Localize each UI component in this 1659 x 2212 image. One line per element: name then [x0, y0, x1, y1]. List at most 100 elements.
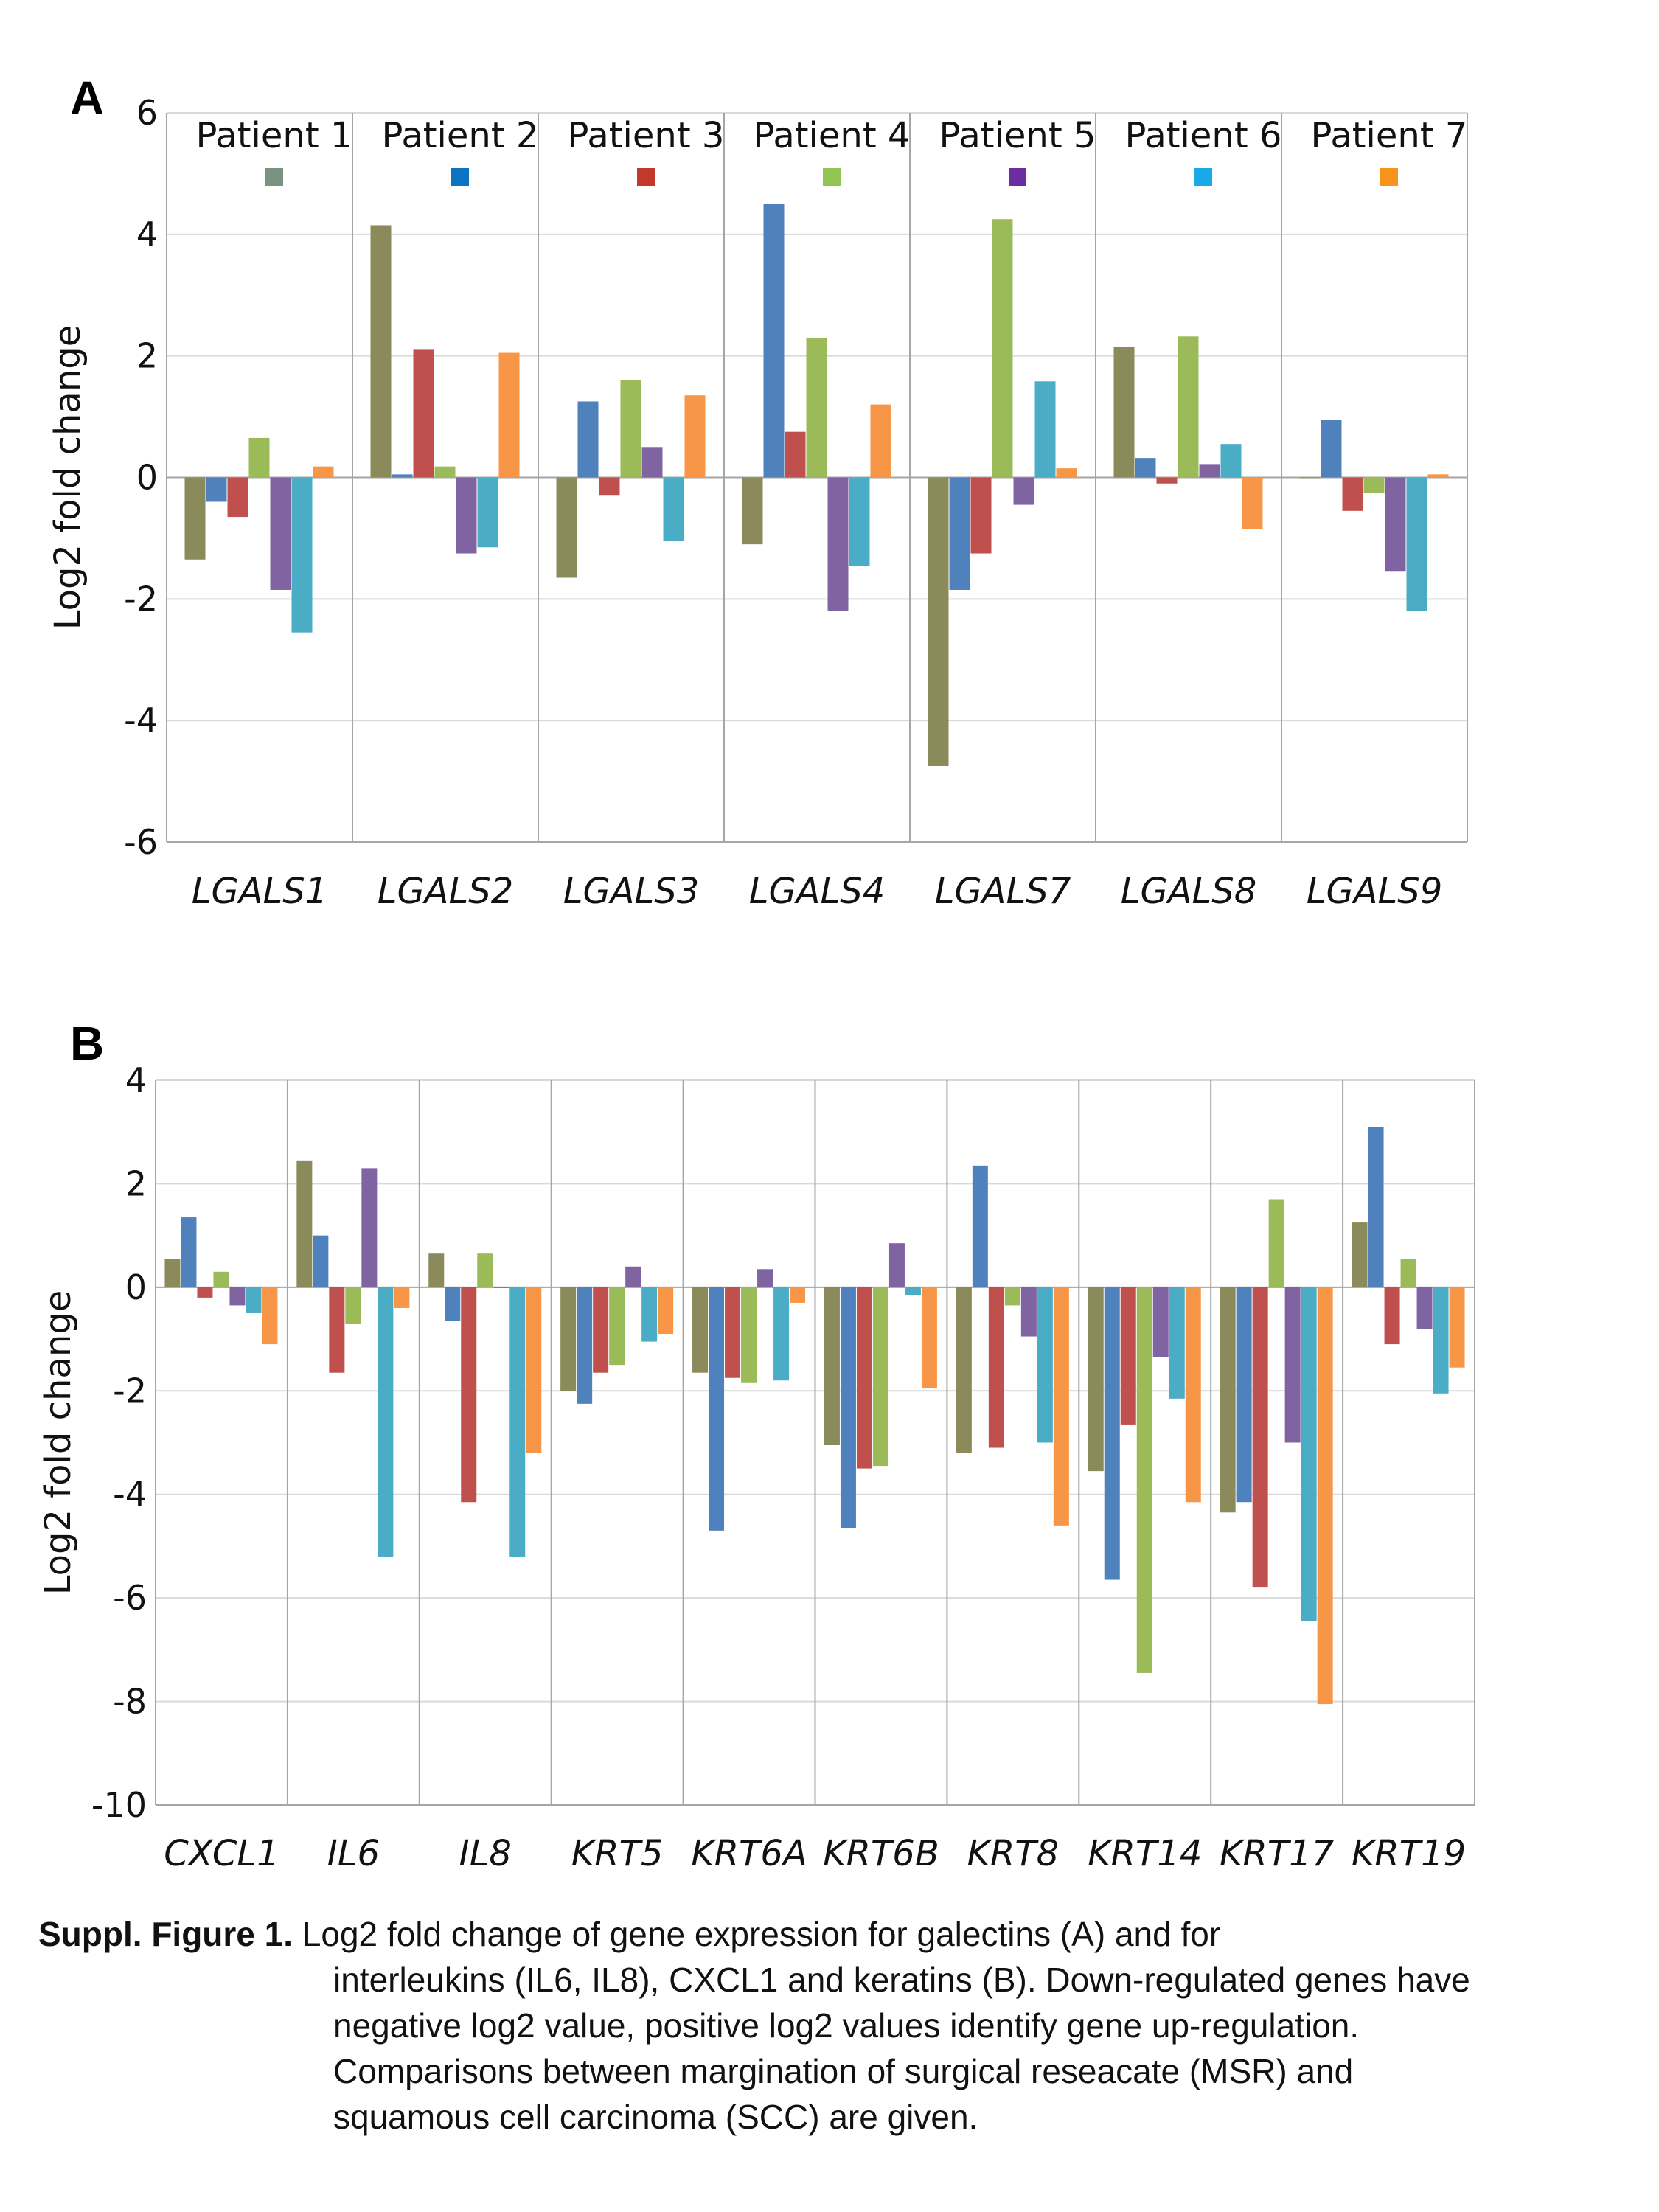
bar — [197, 1287, 213, 1298]
caption-line: Log2 fold change of gene expression for … — [302, 1915, 1221, 1953]
category-label: KRT8 — [967, 1833, 1060, 1874]
bar — [229, 1287, 246, 1306]
bar — [856, 1287, 872, 1469]
bar — [872, 1287, 888, 1467]
category-label: LGALS4 — [749, 871, 886, 912]
bar — [227, 477, 248, 518]
bar — [394, 1287, 410, 1308]
bar — [824, 1287, 840, 1446]
bar — [1220, 1287, 1236, 1513]
bar — [1185, 1287, 1201, 1503]
category-label: KRT5 — [571, 1833, 664, 1874]
bar — [345, 1287, 361, 1324]
bar — [1416, 1287, 1433, 1329]
bar — [1088, 1287, 1104, 1472]
category-label: LGALS2 — [378, 871, 514, 912]
bar — [434, 466, 456, 478]
y-tick-label: 2 — [125, 1164, 147, 1203]
bar — [291, 477, 313, 633]
bar — [181, 1217, 197, 1287]
bar — [477, 1253, 493, 1287]
bar — [1252, 1287, 1268, 1588]
category-label: LGALS8 — [1121, 871, 1257, 912]
bar — [1169, 1287, 1185, 1399]
chart-panel-A: -6 -4 -2 0 2 4 6 Log2 fold change A LGALS1 LGALS2 L… — [47, 72, 1468, 912]
bar — [370, 225, 392, 478]
y-tick-label: -2 — [124, 579, 158, 619]
bar — [763, 204, 785, 478]
legend-entry: Patient 4 — [754, 115, 911, 156]
bar — [1034, 381, 1056, 478]
bar — [560, 1287, 577, 1391]
bar — [1135, 458, 1156, 478]
y-tick-label: -4 — [113, 1475, 147, 1514]
bar — [1199, 464, 1220, 478]
bar — [296, 1160, 313, 1287]
bar — [456, 477, 477, 554]
bar — [577, 401, 599, 478]
bar — [1363, 477, 1385, 493]
bar — [928, 477, 949, 766]
bar — [392, 474, 413, 478]
bar — [1104, 1287, 1120, 1580]
bar — [361, 1168, 378, 1287]
bar — [1020, 1287, 1037, 1337]
y-axis-label: Log2 fold change — [47, 325, 88, 630]
legend-entry: Patient 1 — [196, 115, 353, 156]
bar — [641, 1287, 658, 1342]
bar — [1156, 477, 1178, 484]
legend-swatch — [265, 168, 283, 186]
bar — [663, 477, 684, 542]
bar — [1013, 477, 1034, 505]
bar — [658, 1287, 674, 1335]
bar — [921, 1287, 937, 1388]
bar — [1427, 474, 1449, 478]
bar — [413, 349, 434, 478]
bar — [262, 1287, 278, 1345]
bar — [164, 1259, 181, 1287]
bar — [1242, 477, 1263, 529]
bar — [785, 431, 806, 478]
legend-swatch — [823, 168, 841, 186]
bar — [248, 437, 270, 478]
category-label: LGALS9 — [1307, 871, 1443, 912]
caption-line: interleukins (IL6, IL8), CXCL1 and kerat… — [333, 1961, 1470, 1999]
chart-panel-B: -10 -8 -6 -4 -2 0 2 4 Log2 fold change B CXCL1 IL6 I… — [38, 1017, 1475, 1874]
legend-swatch — [1380, 168, 1398, 186]
y-tick-label: 0 — [125, 1267, 147, 1307]
caption-line: negative log2 value, positive log2 value… — [333, 2006, 1360, 2045]
bar — [1385, 477, 1406, 572]
bar — [641, 447, 663, 478]
bar — [1056, 468, 1077, 478]
y-tick-label: -6 — [113, 1578, 147, 1618]
bar — [988, 1287, 1004, 1448]
bar — [1220, 444, 1242, 478]
category-label: LGALS7 — [935, 871, 1071, 912]
y-tick-label: 4 — [136, 215, 158, 254]
bar — [1299, 477, 1321, 479]
bar — [992, 219, 1013, 478]
category-label: KRT19 — [1352, 1833, 1466, 1874]
legend-swatch — [637, 168, 655, 186]
bar — [709, 1287, 725, 1531]
bar — [509, 1287, 526, 1557]
bar — [741, 1287, 757, 1383]
bar — [1004, 1287, 1020, 1306]
y-tick-label: 0 — [136, 458, 158, 498]
category-label: KRT14 — [1088, 1833, 1202, 1874]
legend-entry: Patient 6 — [1125, 115, 1282, 156]
bar — [1406, 477, 1427, 611]
bar — [773, 1287, 790, 1381]
bar — [949, 477, 970, 590]
bar — [445, 1287, 461, 1321]
caption-line: squamous cell carcinoma (SCC) are given. — [333, 2098, 978, 2136]
bar — [498, 352, 520, 478]
category-label: IL6 — [327, 1833, 380, 1874]
bar — [556, 477, 577, 578]
bar — [599, 477, 620, 496]
bar — [1449, 1287, 1465, 1368]
bar — [1178, 336, 1199, 478]
legend-entry: Patient 3 — [568, 115, 725, 156]
bar — [184, 477, 206, 560]
bar — [1368, 1127, 1384, 1287]
